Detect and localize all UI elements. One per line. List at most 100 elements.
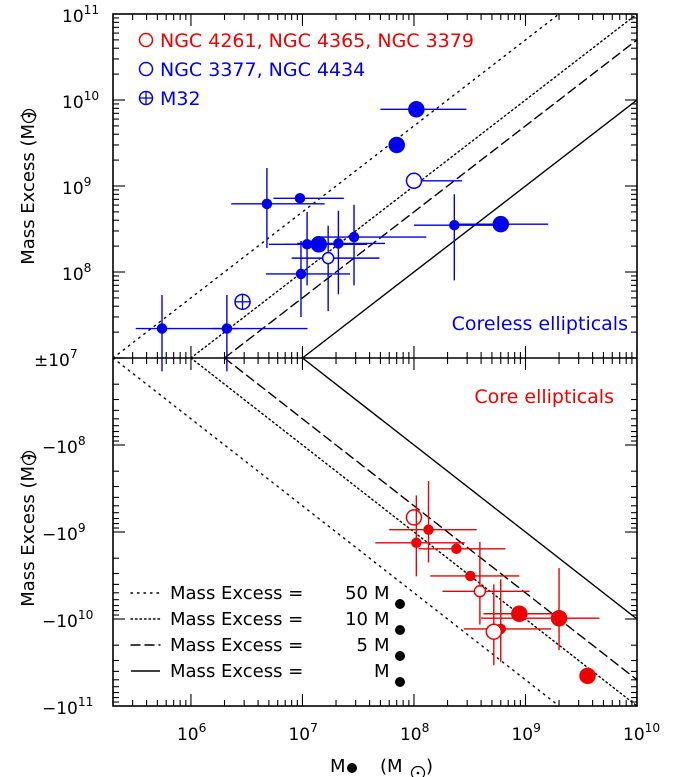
marker [449,219,460,231]
x-tick-label-4-base: 10 [623,725,645,745]
marker [511,605,528,622]
x-axis-symbol: M [330,756,346,777]
x-tick-label-1-base: 10 [288,725,310,745]
x-axis-title: M [330,756,346,777]
legend-line-coef-1: 10 [345,609,368,630]
bottom-point-9 [485,584,503,666]
legend-line-coef-0: 50 [345,583,368,604]
line-bottom-solid [302,357,637,620]
x-tick-label-2-base: 10 [400,725,422,745]
relation-lines [113,14,637,706]
marker [451,543,462,555]
legend-line-text-0: Mass Excess = [170,583,303,604]
top-point-5 [458,215,549,233]
marker [405,172,423,190]
data-points [135,101,600,685]
y-tick-label-top-3: 108 [62,261,91,285]
x-axis-unit-close: ) [426,756,433,777]
y-tick-label-shared: ±107 [34,347,78,371]
sun-icon [410,765,426,777]
x-tick-label-0-base: 10 [177,725,199,745]
x-tick-label-2: 108 [400,721,429,745]
y-tick-label-top-1: 1010 [62,89,99,113]
legend-marker-1 [138,61,154,77]
x-tick-label-4: 1010 [623,721,660,745]
y-tick-label-bottom-0-exp: 8 [78,434,86,448]
y-tick-label-top-0-base: 10 [62,7,84,27]
marker [423,524,434,535]
marker [408,101,425,118]
legend-text-2: M32 [160,88,201,110]
sun-icon [21,450,37,466]
marker [294,193,306,204]
bh-dot-icon [395,677,405,687]
marker [465,570,476,582]
legend-line-symbol-0: M [374,583,390,604]
top-point-15 [212,295,308,372]
y-tick-label-bottom-2-base: −10 [42,612,78,632]
bottom-point-4 [430,570,520,582]
marker [321,251,335,265]
legend-line-text-3: Mass Excess = [170,661,303,682]
line-top-solid [302,99,637,359]
y-tick-label-bottom-0-base: −10 [42,438,78,458]
y-tick-label-top-2: 109 [62,175,91,199]
y-tick-label-bottom-2: −1010 [42,608,93,632]
y-tick-label-top-3-base: 10 [62,265,84,285]
y-tick-label-top-3-exp: 8 [84,261,92,275]
plot-frame [112,13,638,707]
bottom-point-3 [418,543,506,555]
line-top-dotted-sparse [113,14,560,359]
x-tick-label-3-base: 10 [511,725,533,745]
sun-icon-dot [416,771,420,775]
bottom-point-5 [442,541,530,625]
marker [333,238,344,249]
top-point-10 [318,204,427,286]
marker [405,509,423,526]
marker [485,623,503,640]
legend-line-text-1: Mass Excess = [170,609,303,630]
top-point-12 [265,240,351,317]
y-tick-label-bottom-3-base: −10 [42,699,78,719]
x-tick-label-2-exp: 8 [422,721,430,735]
top-point-9 [297,210,386,295]
legend-line-coef-2: 5 [357,635,368,656]
bottom-point-2 [375,495,465,577]
sun-icon-dot [27,114,31,118]
y-tick-label-top-1-base: 10 [62,93,84,113]
marker [156,323,168,334]
y-tick-label-bottom-1-base: −10 [42,525,78,545]
bh-dot-icon [395,651,405,661]
y-tick-label-top-1-exp: 10 [84,89,100,103]
x-tick-label-1: 107 [288,721,317,745]
marker [473,585,487,598]
legend-text-0: NGC 4261, NGC 4365, NGC 3379 [160,30,474,52]
line-top-dashed [223,39,637,359]
legend-line-text-2: Mass Excess = [170,635,303,656]
bh-dot-icon [395,625,405,635]
top-point-3 [231,167,325,249]
y-tick-label-bottom-3: −1011 [42,695,93,719]
y-tick-label-top-2-base: 10 [62,179,84,199]
x-axis-unit: (M [380,756,403,777]
line-top-dotted-dense [190,14,637,359]
legend-text-1: NGC 3377, NGC 4434 [160,59,365,81]
x-tick-label-0: 106 [177,721,207,745]
top-point-1 [388,136,405,154]
panel-label-bottom: Core ellipticals [474,386,614,408]
bottom-point-10 [579,667,596,685]
x-tick-label-4-exp: 10 [645,721,661,735]
marker [261,198,273,210]
bh-dot-icon [395,599,405,609]
y-tick-label-top-0: 1011 [62,3,99,27]
y-tick-label-bottom-0: −108 [42,434,86,458]
legend-line-symbol-3: M [374,661,390,682]
y-tick-label-bottom-2-exp: 10 [78,608,94,622]
y-tick-label-bottom-3-exp: 11 [78,695,94,709]
y-axis-title-bottom: Mass Excess (M ) [18,450,39,607]
legend-line-symbol-2: M [374,635,390,656]
top-point-11 [291,225,380,312]
marker [348,231,360,243]
bottom-point-6 [483,605,553,622]
